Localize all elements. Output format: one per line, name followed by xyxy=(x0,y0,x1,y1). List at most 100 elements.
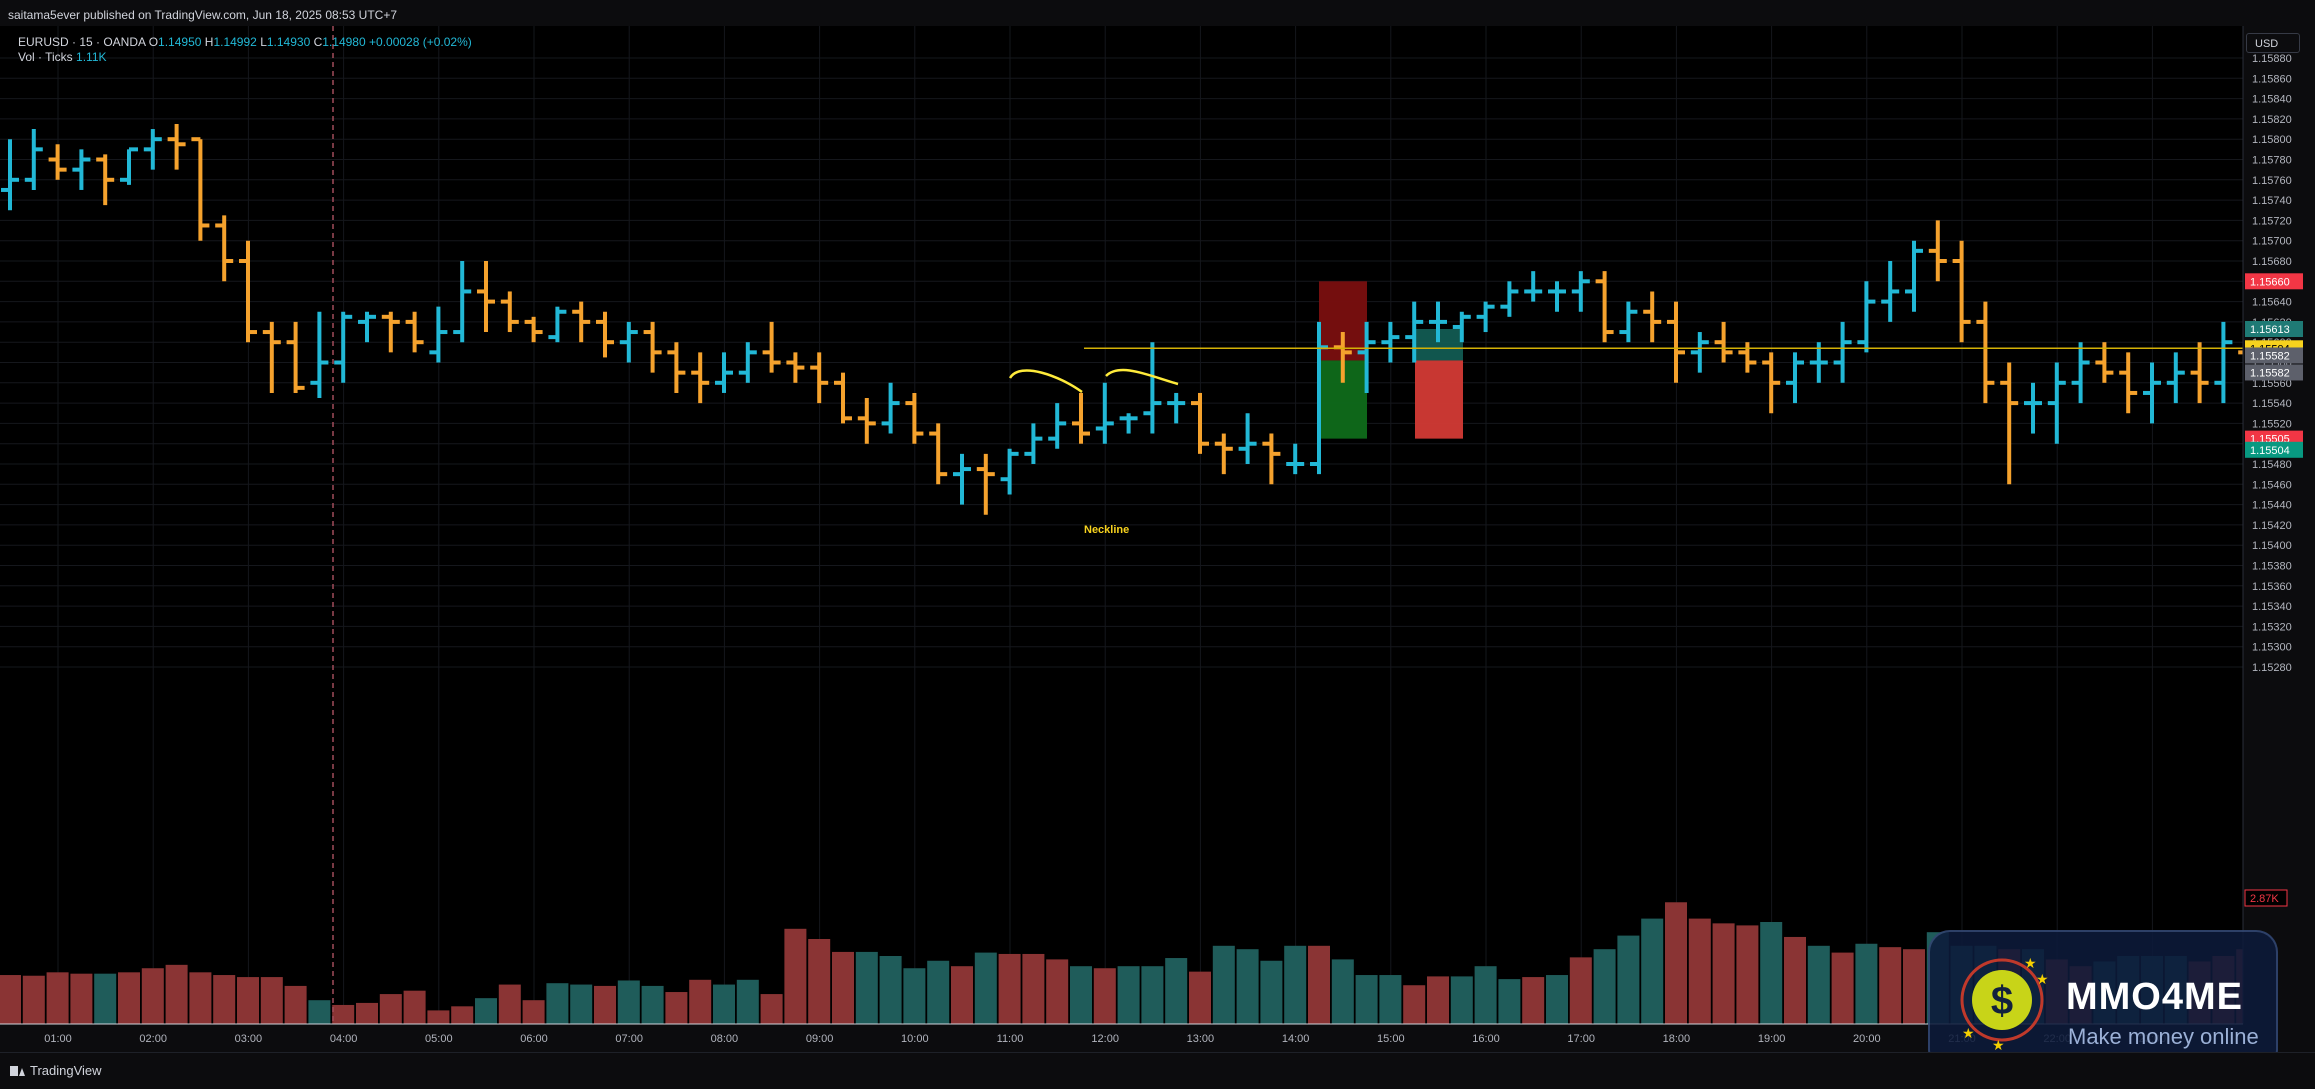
volume-bar xyxy=(617,980,640,1024)
badge-text: 1.15613 xyxy=(2250,324,2290,336)
ohlc-bar xyxy=(2119,352,2138,414)
low-label: L xyxy=(260,35,267,49)
price-tick-label: 1.15720 xyxy=(2252,215,2292,227)
sketch-right-arc xyxy=(1105,368,1179,386)
ohlc-bar xyxy=(1,139,19,211)
price-chart[interactable]: Neckline 1.158801.158601.158401.158201.1… xyxy=(0,26,2315,1052)
ohlc-bar xyxy=(1762,352,1781,414)
ohlc-bar xyxy=(857,398,876,444)
ohlc-bar xyxy=(1833,321,1852,383)
volume-bar xyxy=(475,998,497,1024)
volume-bar xyxy=(1189,971,1211,1024)
ohlc-bar xyxy=(1333,332,1352,383)
badge-bg xyxy=(2245,347,2303,364)
ohlc-bar xyxy=(405,311,424,353)
volume-bar xyxy=(1760,922,1783,1024)
time-tick-label: 11:00 xyxy=(997,1033,1024,1045)
open-label: O xyxy=(148,35,159,49)
volume-bar xyxy=(284,985,307,1024)
time-tick-label: 19:00 xyxy=(1758,1033,1786,1045)
volume-bar xyxy=(1379,975,1402,1024)
price-tick-label: 1.15380 xyxy=(2252,561,2292,573)
svg-text:★: ★ xyxy=(1992,1037,2005,1050)
volume-bar xyxy=(927,960,950,1024)
ohlc-bar xyxy=(429,306,448,363)
time-tick-label: 07:00 xyxy=(615,1033,643,1045)
change-value: +0.00028 (+0.02%) xyxy=(369,35,472,49)
volume-bar xyxy=(0,975,21,1024)
bottom-bar: TradingView xyxy=(0,1052,2315,1089)
ohlc-bar xyxy=(191,137,210,241)
ohlc-bar xyxy=(286,321,305,393)
time-tick-label: 16:00 xyxy=(1472,1033,1500,1045)
ohlc-bar xyxy=(1619,301,1638,343)
volume-bar xyxy=(1569,957,1592,1024)
ohlc-bar xyxy=(2214,321,2233,404)
volume-bar xyxy=(1831,952,1854,1024)
tradingview-icon xyxy=(10,1065,25,1076)
ohlc-bar xyxy=(834,372,852,424)
ohlc-bar xyxy=(334,311,353,383)
ohlc-bar xyxy=(1500,281,1519,317)
time-tick-label: 03:00 xyxy=(235,1033,263,1045)
volume-bar xyxy=(1403,985,1426,1024)
price-tick-label: 1.15800 xyxy=(2252,134,2292,146)
ohlc-bar xyxy=(643,321,662,373)
take-profit-zone-2 xyxy=(1415,360,1463,439)
ohlc-bar xyxy=(2047,362,2066,444)
volume-bar xyxy=(427,1010,450,1024)
price-tick-label: 1.15860 xyxy=(2252,73,2292,85)
volume-bar xyxy=(641,985,664,1024)
price-badge: 1.15660 xyxy=(2245,273,2303,290)
tradingview-logo[interactable]: TradingView xyxy=(10,1063,102,1078)
currency-button[interactable]: USD xyxy=(2246,33,2300,53)
symbol-name[interactable]: EURUSD · 15 · OANDA xyxy=(18,35,146,49)
time-tick-label: 09:00 xyxy=(806,1033,834,1045)
time-tick-label: 05:00 xyxy=(425,1033,453,1045)
svg-text:★: ★ xyxy=(2036,971,2049,987)
time-tick-label: 15:00 xyxy=(1377,1033,1405,1045)
volume-bar xyxy=(1093,968,1116,1024)
price-tick-label: 1.15780 xyxy=(2252,155,2292,167)
price-tick-label: 1.15680 xyxy=(2252,256,2292,268)
volume-bar xyxy=(1784,936,1806,1024)
price-badge: 1.15582 xyxy=(2245,364,2303,381)
high-value: 1.14992 xyxy=(213,35,257,49)
ohlc-bar xyxy=(120,147,138,185)
volume-legend[interactable]: Vol · Ticks 1.11K xyxy=(18,50,107,64)
svg-text:★: ★ xyxy=(2024,955,2037,971)
watermark-subtitle: Make money online xyxy=(2068,1024,2259,1049)
ohlc-bar xyxy=(1381,321,1400,363)
ohlc-bar xyxy=(1857,281,1876,353)
price-tick-label: 1.15300 xyxy=(2252,642,2292,654)
price-badge: 2.87K xyxy=(2244,889,2288,907)
ohlc-bar xyxy=(596,311,614,358)
time-tick-label: 18:00 xyxy=(1663,1033,1691,1045)
ohlc-bar xyxy=(1119,413,1138,434)
badge-text: 1.15660 xyxy=(2250,276,2290,288)
price-tick-label: 1.15840 xyxy=(2252,94,2292,106)
ohlc-bar xyxy=(1000,448,1019,495)
volume-bar xyxy=(1450,976,1473,1024)
volume-bar xyxy=(1070,966,1092,1024)
price-tick-label: 1.15360 xyxy=(2252,581,2292,593)
volume-bar xyxy=(1807,945,1830,1024)
ohlc-bar xyxy=(167,123,186,170)
volume-bar xyxy=(1879,947,1902,1024)
time-axis: 01:00 02:00 03:00 04:00 05:00 06:00 07:00 08:00… xyxy=(44,1033,2166,1045)
volume-bar xyxy=(308,1000,331,1024)
price-axis-panel xyxy=(2243,26,2315,1024)
badge-bg xyxy=(2244,889,2288,907)
ohlc-bar xyxy=(1595,271,1614,343)
volume-bar xyxy=(974,952,997,1024)
ohlc-bar xyxy=(1048,403,1067,449)
volume-bar xyxy=(1212,945,1235,1024)
ohlc-bar xyxy=(572,301,591,343)
volume-bar xyxy=(998,953,1021,1024)
ohlc-bar xyxy=(1881,261,1900,322)
ohlc-bar xyxy=(1238,413,1257,464)
ohlc-bar xyxy=(1476,301,1495,333)
volume-bar xyxy=(1665,902,1687,1024)
volume-value: 1.11K xyxy=(76,50,107,64)
volume-bar xyxy=(1498,979,1521,1024)
